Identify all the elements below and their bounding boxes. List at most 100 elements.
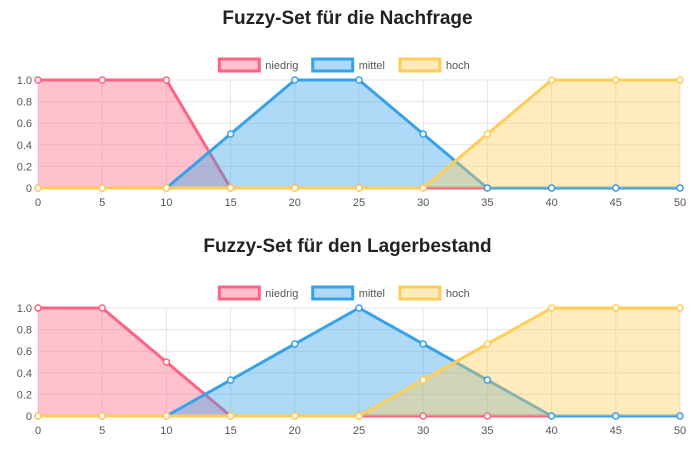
y-tick-label: 0.2 bbox=[17, 389, 32, 401]
chart-nachfrage: Fuzzy-Set für die Nachfrage 0 0.2 0.4 0.6 0.… bbox=[17, 8, 686, 209]
x-tick-label: 50 bbox=[674, 425, 686, 437]
legend: niedrig mittel hoch bbox=[217, 57, 470, 73]
data-point[interactable] bbox=[612, 184, 620, 192]
x-tick-label: 10 bbox=[160, 425, 172, 437]
data-point[interactable] bbox=[355, 304, 363, 312]
data-point[interactable] bbox=[162, 358, 171, 366]
data-point[interactable] bbox=[34, 412, 42, 420]
legend-label: niedrig bbox=[265, 60, 298, 72]
data-point[interactable] bbox=[291, 412, 299, 420]
y-tick-label: 0.4 bbox=[17, 140, 32, 152]
legend-label: hoch bbox=[446, 288, 470, 300]
data-point[interactable] bbox=[98, 412, 106, 420]
data-point[interactable] bbox=[226, 184, 235, 192]
legend-label: mittel bbox=[359, 60, 385, 72]
data-point[interactable] bbox=[34, 304, 42, 312]
legend-swatch bbox=[311, 285, 355, 301]
chart-title: Fuzzy-Set für den Lagerbestand bbox=[203, 236, 492, 257]
data-point[interactable] bbox=[419, 340, 427, 348]
legend-item-hoch[interactable]: hoch bbox=[398, 285, 470, 301]
legend-swatch bbox=[398, 57, 442, 73]
y-tick-label: 1.0 bbox=[17, 75, 32, 87]
legend: niedrig mittel hoch bbox=[217, 285, 470, 301]
y-tick-label: 0.8 bbox=[17, 97, 32, 109]
data-point[interactable] bbox=[419, 130, 427, 138]
x-tick-label: 25 bbox=[353, 197, 365, 209]
x-tick-label: 5 bbox=[99, 425, 105, 437]
x-tick-label: 25 bbox=[353, 425, 365, 437]
x-tick-label: 0 bbox=[35, 197, 41, 209]
data-point[interactable] bbox=[226, 376, 235, 384]
data-point[interactable] bbox=[98, 76, 106, 84]
data-point[interactable] bbox=[547, 412, 556, 420]
data-point[interactable] bbox=[34, 184, 42, 192]
legend-label: hoch bbox=[446, 60, 470, 72]
data-point[interactable] bbox=[612, 76, 620, 84]
data-point[interactable] bbox=[547, 76, 556, 84]
data-point[interactable] bbox=[291, 340, 299, 348]
data-point[interactable] bbox=[291, 184, 299, 192]
x-tick-label: 20 bbox=[289, 425, 301, 437]
series-area bbox=[38, 308, 680, 416]
chart-svg: 0 0.2 0.4 0.6 0.8 1.0 0 5 10 15 20 25 30 35 40 45 50 nied… bbox=[17, 285, 686, 437]
y-tick-label: 0 bbox=[26, 411, 32, 423]
legend-item-niedrig[interactable]: niedrig bbox=[217, 57, 298, 73]
legend-label: niedrig bbox=[265, 288, 298, 300]
chart-title: Fuzzy-Set für die Nachfrage bbox=[222, 8, 473, 29]
x-tick-label: 35 bbox=[481, 425, 493, 437]
x-tick-label: 20 bbox=[289, 197, 301, 209]
legend-label: mittel bbox=[359, 288, 385, 300]
data-point[interactable] bbox=[612, 304, 620, 312]
data-point[interactable] bbox=[355, 76, 363, 84]
data-point[interactable] bbox=[291, 76, 299, 84]
data-point[interactable] bbox=[355, 412, 363, 420]
x-tick-label: 45 bbox=[610, 197, 622, 209]
data-point[interactable] bbox=[483, 376, 492, 384]
y-tick-label: 1.0 bbox=[17, 303, 32, 315]
data-point[interactable] bbox=[226, 130, 235, 138]
legend-swatch bbox=[398, 285, 442, 301]
y-tick-label: 0.8 bbox=[17, 325, 32, 337]
x-tick-label: 40 bbox=[545, 425, 557, 437]
data-point[interactable] bbox=[483, 340, 492, 348]
data-point[interactable] bbox=[483, 130, 492, 138]
x-tick-label: 30 bbox=[417, 425, 429, 437]
data-point[interactable] bbox=[355, 184, 363, 192]
data-point[interactable] bbox=[419, 376, 427, 384]
x-tick-label: 40 bbox=[545, 197, 557, 209]
legend-swatch bbox=[217, 285, 261, 301]
legend-item-hoch[interactable]: hoch bbox=[398, 57, 470, 73]
data-point[interactable] bbox=[676, 412, 684, 420]
data-point[interactable] bbox=[612, 412, 620, 420]
series-area bbox=[38, 308, 680, 416]
legend-swatch bbox=[311, 57, 355, 73]
data-point[interactable] bbox=[98, 304, 106, 312]
legend-item-mittel[interactable]: mittel bbox=[311, 57, 385, 73]
data-point[interactable] bbox=[162, 412, 171, 420]
legend-item-mittel[interactable]: mittel bbox=[311, 285, 385, 301]
x-tick-label: 5 bbox=[99, 197, 105, 209]
x-tick-label: 0 bbox=[35, 425, 41, 437]
x-tick-label: 10 bbox=[160, 197, 172, 209]
data-point[interactable] bbox=[483, 412, 492, 420]
data-point[interactable] bbox=[676, 76, 684, 84]
legend-item-niedrig[interactable]: niedrig bbox=[217, 285, 298, 301]
x-tick-label: 50 bbox=[674, 197, 686, 209]
data-point[interactable] bbox=[162, 76, 171, 84]
data-point[interactable] bbox=[226, 412, 235, 420]
x-tick-label: 45 bbox=[610, 425, 622, 437]
x-tick-label: 30 bbox=[417, 197, 429, 209]
data-point[interactable] bbox=[676, 184, 684, 192]
data-point[interactable] bbox=[547, 304, 556, 312]
data-point[interactable] bbox=[98, 184, 106, 192]
data-point[interactable] bbox=[34, 76, 42, 84]
x-tick-label: 15 bbox=[224, 197, 236, 209]
data-point[interactable] bbox=[419, 184, 427, 192]
data-point[interactable] bbox=[547, 184, 556, 192]
data-point[interactable] bbox=[419, 412, 427, 420]
data-point[interactable] bbox=[162, 184, 171, 192]
data-point[interactable] bbox=[483, 184, 492, 192]
y-tick-label: 0.6 bbox=[17, 346, 32, 358]
chart-svg: 0 0.2 0.4 0.6 0.8 1.0 0 5 10 15 20 25 30 35 40 45 50 nied… bbox=[17, 57, 686, 209]
data-point[interactable] bbox=[676, 304, 684, 312]
